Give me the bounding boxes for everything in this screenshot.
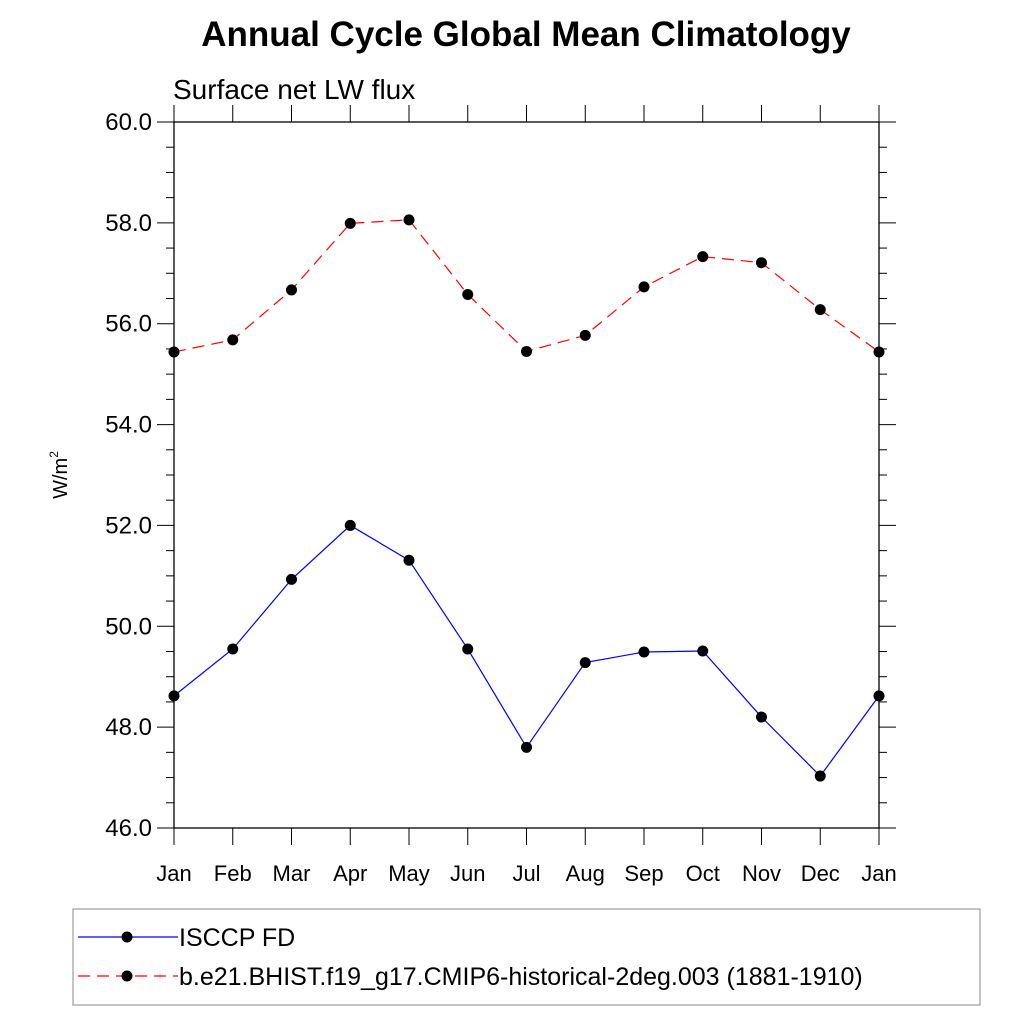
- x-tick-label: Aug: [566, 861, 605, 886]
- y-tick-label: 54.0: [105, 412, 152, 439]
- x-tick-label: Mar: [273, 861, 311, 886]
- y-tick-label: 50.0: [105, 613, 152, 640]
- y-axis-label: W/m2: [47, 451, 72, 499]
- x-tick-label: Jan: [156, 861, 191, 886]
- y-tick-label: 60.0: [105, 109, 152, 136]
- axes: 46.0 48.0 50.0 52.0 54.0 56.0 58.0 60.0 Jan Feb Ma…: [105, 105, 897, 886]
- series-0-point: [638, 646, 650, 658]
- x-tick-label: Oct: [686, 861, 720, 886]
- series-0-point: [462, 643, 474, 655]
- legend-marker-0: [121, 931, 133, 943]
- legend-label-1: b.e21.BHIST.f19_g17.CMIP6-historical-2de…: [179, 963, 863, 991]
- series-1-point: [168, 346, 180, 358]
- series-1-point: [814, 304, 826, 316]
- series-1-point: [227, 334, 239, 346]
- y-tick-label: 58.0: [105, 210, 152, 237]
- series-0-point: [227, 643, 239, 655]
- y-tick-label: 46.0: [105, 815, 152, 842]
- series-1-point: [344, 217, 356, 229]
- plot-frame: [173, 121, 880, 829]
- series-1-point: [579, 329, 591, 341]
- y-tick-label: 48.0: [105, 714, 152, 741]
- chart-title: Annual Cycle Global Mean Climatology: [201, 15, 851, 54]
- x-tick-label: Jan: [861, 861, 896, 886]
- x-tick-label: Sep: [624, 861, 663, 886]
- legend-label-0: ISCCP FD: [179, 924, 295, 952]
- series-1-point: [462, 288, 474, 300]
- series-0-point: [286, 573, 297, 585]
- y-tick-label: 52.0: [105, 512, 152, 539]
- chart-subtitle: Surface net LW flux: [173, 74, 415, 105]
- y-tick-label: 56.0: [105, 311, 152, 338]
- series-1-point: [638, 281, 650, 293]
- series-0-point: [873, 690, 885, 702]
- x-tick-label: Apr: [333, 861, 367, 886]
- series-1-point: [697, 251, 709, 263]
- series-layer: [168, 214, 885, 782]
- series-1-point: [521, 345, 532, 357]
- series-1-point: [756, 257, 767, 269]
- series-0-point: [521, 741, 532, 753]
- series-1-point: [873, 346, 885, 358]
- series-line-1: [173, 219, 880, 353]
- series-1-point: [286, 284, 297, 296]
- legend: ISCCP FD b.e21.BHIST.f19_g17.CMIP6-histor…: [78, 924, 863, 991]
- series-line-0: [173, 524, 880, 777]
- series-0-point: [344, 519, 356, 531]
- x-tick-label: Jul: [512, 861, 540, 886]
- x-tick-label: Feb: [214, 861, 252, 886]
- series-0-point: [756, 711, 767, 723]
- legend-marker-1: [121, 970, 133, 982]
- x-tick-label: Jun: [450, 861, 485, 886]
- series-0-point: [168, 690, 180, 702]
- series-0-point: [814, 770, 826, 782]
- x-tick-label: May: [388, 861, 430, 886]
- y-axis-label-unit: W/m: [50, 458, 72, 499]
- series-0-point: [579, 657, 591, 669]
- series-1-point: [403, 214, 415, 226]
- x-tick-label: Nov: [742, 861, 781, 886]
- legend-box: [72, 908, 981, 1006]
- series-0-point: [697, 645, 709, 657]
- y-axis-label-superscript: 2: [47, 451, 61, 458]
- series-0-point: [403, 554, 415, 566]
- x-tick-label: Dec: [801, 861, 840, 886]
